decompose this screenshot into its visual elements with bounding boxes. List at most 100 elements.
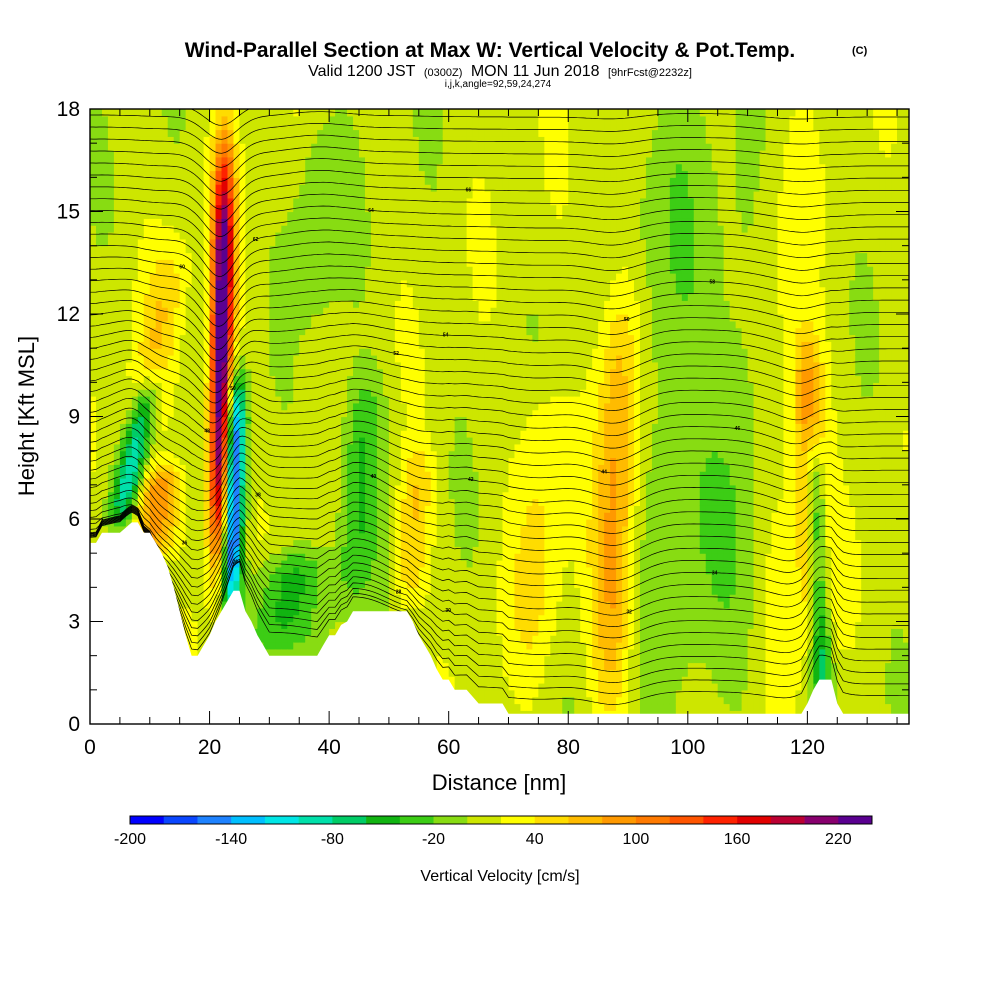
velocity-cell	[197, 402, 205, 411]
velocity-cell	[90, 238, 97, 247]
velocity-cell	[329, 225, 336, 233]
velocity-cell	[382, 361, 390, 370]
velocity-cell	[394, 409, 402, 418]
velocity-cell	[388, 307, 396, 315]
velocity-cell	[353, 150, 360, 158]
velocity-cell	[149, 519, 157, 527]
velocity-cell	[131, 443, 139, 452]
velocity-cell	[311, 307, 318, 315]
velocity-cell	[161, 300, 169, 308]
velocity-cell	[364, 286, 372, 295]
velocity-cell	[155, 389, 163, 397]
velocity-cell	[275, 642, 282, 650]
velocity-cell	[185, 232, 193, 240]
velocity-cell	[281, 211, 288, 219]
velocity-cell	[149, 314, 157, 322]
velocity-cell	[245, 587, 253, 595]
velocity-cell	[287, 587, 294, 595]
velocity-cell	[317, 437, 324, 445]
velocity-cell	[209, 525, 217, 534]
velocity-cell	[412, 327, 420, 336]
velocity-cell	[347, 457, 354, 465]
velocity-cell	[382, 218, 390, 226]
velocity-cell	[353, 361, 360, 370]
velocity-cell	[161, 539, 169, 547]
velocity-cell	[317, 389, 324, 397]
velocity-cell	[227, 423, 235, 431]
velocity-cell	[299, 252, 306, 260]
velocity-cell	[388, 402, 396, 411]
velocity-cell	[287, 286, 294, 295]
velocity-cell	[269, 361, 276, 370]
velocity-cell	[335, 314, 342, 322]
velocity-cell	[293, 546, 300, 554]
velocity-cell	[245, 607, 253, 616]
velocity-cell	[179, 512, 187, 520]
velocity-cell	[287, 279, 294, 288]
velocity-cell	[287, 156, 294, 165]
velocity-cell	[101, 491, 109, 500]
velocity-cell	[173, 197, 181, 206]
velocity-cell	[382, 156, 390, 165]
velocity-cell	[119, 505, 127, 513]
velocity-cell	[311, 245, 318, 254]
velocity-cell	[113, 143, 121, 151]
velocity-cell	[227, 525, 235, 534]
velocity-cell	[311, 218, 318, 226]
velocity-cell	[185, 245, 193, 254]
velocity-cell	[412, 225, 420, 233]
velocity-cell	[251, 211, 258, 219]
velocity-cell	[191, 402, 199, 411]
velocity-cell	[335, 163, 342, 172]
velocity-cell	[107, 307, 115, 315]
velocity-cell	[101, 450, 109, 459]
velocity-cell	[287, 300, 294, 308]
velocity-cell	[113, 457, 121, 465]
velocity-cell	[412, 109, 420, 117]
velocity-cell	[406, 519, 414, 527]
velocity-cell	[113, 409, 121, 418]
velocity-cell	[90, 402, 97, 411]
velocity-cell	[311, 594, 318, 602]
velocity-cell	[388, 245, 396, 254]
velocity-cell	[161, 293, 169, 301]
velocity-cell	[113, 402, 121, 411]
velocity-cell	[143, 252, 151, 260]
velocity-cell	[317, 197, 324, 206]
velocity-cell	[376, 273, 384, 281]
velocity-cell	[227, 334, 235, 342]
velocity-cell	[275, 635, 282, 643]
velocity-cell	[299, 478, 306, 486]
velocity-cell	[359, 423, 366, 431]
velocity-cell	[305, 252, 312, 260]
velocity-cell	[143, 450, 151, 459]
velocity-cell	[400, 218, 408, 226]
velocity-cell	[382, 307, 390, 315]
velocity-cell	[215, 320, 223, 329]
velocity-cell	[197, 580, 205, 588]
velocity-cell	[364, 252, 372, 260]
velocity-cell	[101, 375, 109, 383]
velocity-cell	[221, 464, 229, 472]
velocity-cell	[311, 279, 318, 288]
velocity-cell	[370, 136, 378, 144]
velocity-cell	[263, 525, 270, 534]
velocity-cell	[329, 266, 336, 274]
velocity-cell	[388, 498, 396, 506]
velocity-cell	[364, 355, 372, 363]
velocity-cell	[359, 115, 366, 124]
velocity-cell	[185, 553, 193, 561]
velocity-cell	[305, 512, 312, 520]
velocity-cell	[370, 416, 378, 424]
velocity-cell	[299, 177, 306, 185]
velocity-cell	[323, 279, 330, 288]
velocity-cell	[239, 471, 247, 479]
velocity-cell	[155, 314, 163, 322]
velocity-cell	[323, 464, 330, 472]
velocity-cell	[233, 361, 241, 370]
velocity-cell	[185, 225, 193, 233]
velocity-cell	[305, 491, 312, 500]
velocity-cell	[257, 361, 264, 370]
velocity-cell	[203, 293, 211, 301]
